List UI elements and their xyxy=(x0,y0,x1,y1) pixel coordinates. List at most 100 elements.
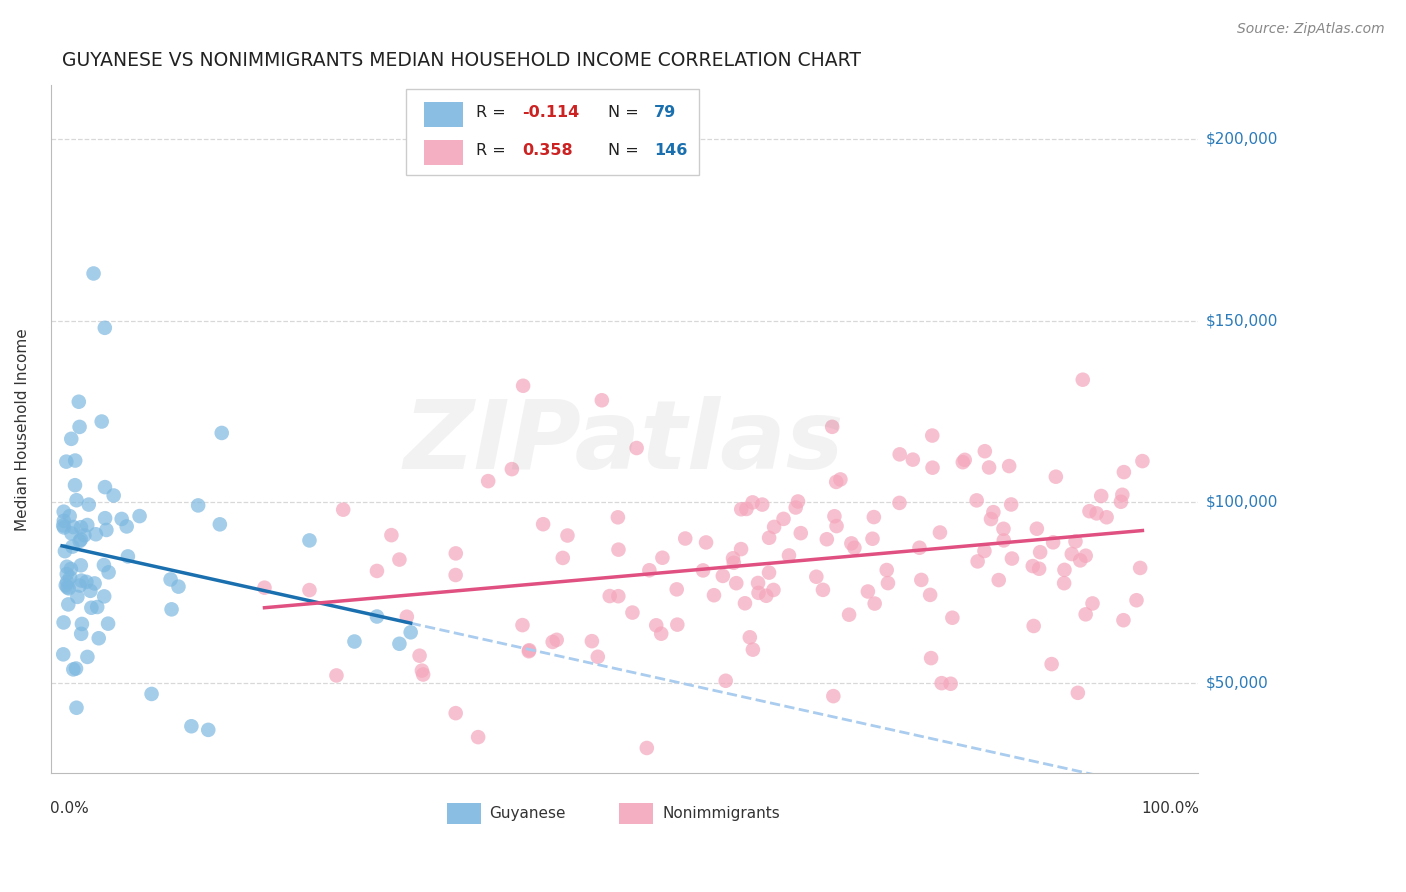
Point xyxy=(755,589,778,603)
Point xyxy=(758,531,780,545)
Point xyxy=(94,511,117,525)
Point xyxy=(97,616,120,631)
Point xyxy=(501,462,523,476)
Text: Nonimmigrants: Nonimmigrants xyxy=(662,805,780,821)
Point xyxy=(856,584,879,599)
Point xyxy=(58,582,80,596)
Point xyxy=(889,496,911,510)
FancyBboxPatch shape xyxy=(406,88,699,175)
Text: $200,000: $200,000 xyxy=(1206,132,1278,147)
Point xyxy=(332,502,354,516)
Point xyxy=(977,460,1000,475)
Text: -0.114: -0.114 xyxy=(522,104,579,120)
Point xyxy=(52,615,75,630)
Point xyxy=(1095,510,1118,524)
Point xyxy=(62,662,84,676)
Point xyxy=(93,590,115,604)
Point xyxy=(69,534,91,549)
Point xyxy=(160,602,183,616)
Point xyxy=(1125,593,1147,607)
Point xyxy=(76,649,98,664)
Point xyxy=(929,525,952,540)
Point xyxy=(1109,494,1132,508)
Point xyxy=(1028,562,1050,576)
Point xyxy=(830,472,852,486)
Point xyxy=(1112,465,1135,479)
Point xyxy=(115,519,138,533)
Point xyxy=(399,625,422,640)
Point xyxy=(70,617,93,632)
Point xyxy=(343,634,366,648)
Point xyxy=(920,651,942,665)
Point xyxy=(1053,576,1076,591)
Point xyxy=(823,509,845,524)
Point xyxy=(721,551,744,566)
Point xyxy=(711,569,734,583)
Point xyxy=(778,549,800,563)
Text: N =: N = xyxy=(609,143,644,158)
Point xyxy=(69,578,91,592)
Point xyxy=(444,706,467,720)
Point xyxy=(1042,535,1064,549)
Point xyxy=(591,393,613,408)
Point xyxy=(444,568,467,582)
Point xyxy=(187,499,209,513)
Point xyxy=(62,520,84,534)
Point xyxy=(751,498,773,512)
Point xyxy=(844,541,866,555)
Point xyxy=(83,576,105,591)
Point xyxy=(841,536,863,550)
Point xyxy=(931,676,953,690)
Point xyxy=(117,549,139,564)
Point xyxy=(65,661,87,675)
Point xyxy=(53,544,76,558)
Point xyxy=(1001,551,1024,566)
Point xyxy=(941,611,963,625)
Point xyxy=(862,532,884,546)
Point xyxy=(863,597,886,611)
Point xyxy=(1111,488,1133,502)
Text: 0.0%: 0.0% xyxy=(49,801,89,816)
Point xyxy=(1085,507,1108,521)
Point xyxy=(606,510,628,524)
Point xyxy=(86,600,108,615)
Text: GUYANESE VS NONIMMIGRANTS MEDIAN HOUSEHOLD INCOME CORRELATION CHART: GUYANESE VS NONIMMIGRANTS MEDIAN HOUSEHO… xyxy=(62,51,862,70)
Point xyxy=(1060,547,1083,561)
Point xyxy=(838,607,860,622)
Point xyxy=(1090,489,1112,503)
Point xyxy=(541,635,564,649)
Text: N =: N = xyxy=(609,104,644,120)
Point xyxy=(823,689,845,703)
Text: Source: ZipAtlas.com: Source: ZipAtlas.com xyxy=(1237,22,1385,37)
Point xyxy=(939,677,962,691)
Point xyxy=(298,583,321,598)
Point xyxy=(1022,559,1045,574)
Point xyxy=(517,643,540,657)
Point xyxy=(111,512,134,526)
Point xyxy=(1132,454,1154,468)
Point xyxy=(411,664,433,678)
Point xyxy=(366,564,388,578)
Point xyxy=(695,535,717,549)
Point xyxy=(863,510,886,524)
Point xyxy=(59,570,82,584)
Point xyxy=(1040,657,1063,672)
Point xyxy=(636,741,658,756)
Point xyxy=(70,574,93,588)
Point xyxy=(477,474,499,488)
Point xyxy=(741,495,763,509)
Point xyxy=(998,458,1021,473)
Point xyxy=(665,582,688,597)
Point xyxy=(692,563,714,577)
Point xyxy=(408,648,430,663)
Point xyxy=(586,649,609,664)
Point xyxy=(723,556,745,570)
Point xyxy=(790,526,813,541)
Point xyxy=(366,609,388,624)
Point xyxy=(557,528,579,542)
Point xyxy=(56,559,79,574)
Point xyxy=(772,512,794,526)
Point xyxy=(966,493,988,508)
Text: 146: 146 xyxy=(654,143,688,158)
Point xyxy=(56,580,79,594)
